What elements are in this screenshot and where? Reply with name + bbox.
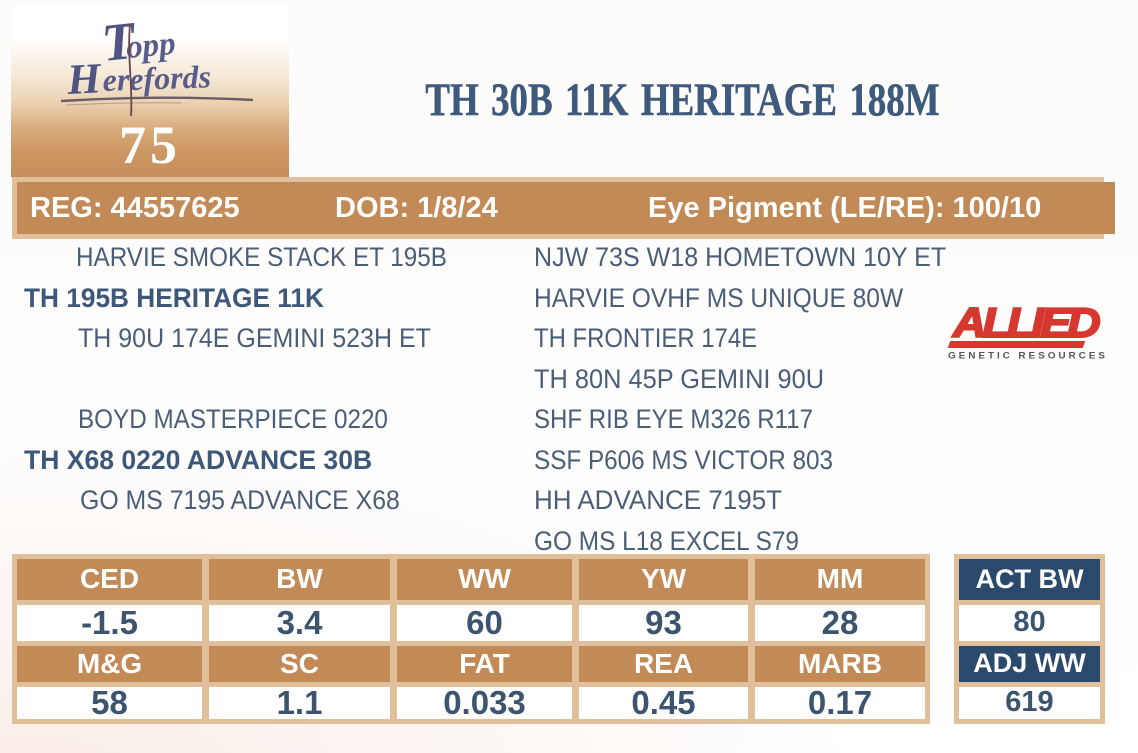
svg-text:erefords: erefords (102, 58, 212, 98)
svg-text:opp: opp (125, 26, 177, 66)
svg-text:H: H (65, 55, 103, 104)
